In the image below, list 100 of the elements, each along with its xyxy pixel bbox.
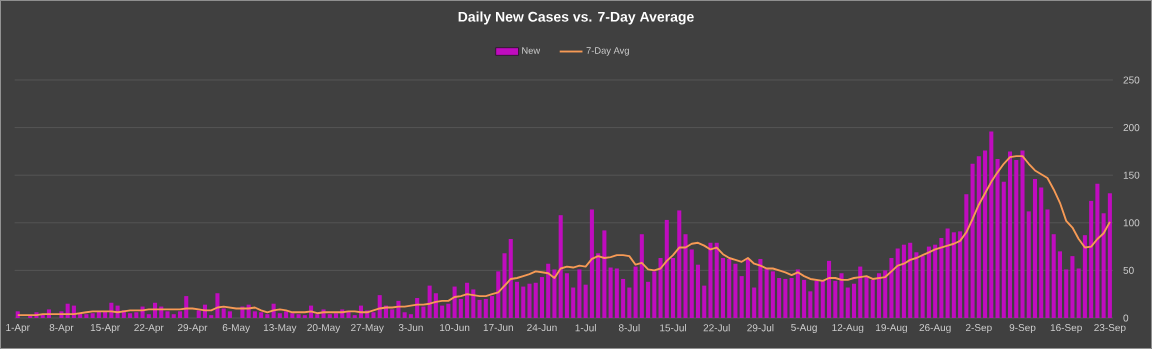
x-tick-label: 29-Jul: [747, 324, 774, 332]
bar: [808, 291, 813, 318]
bar: [546, 263, 551, 318]
bar: [402, 312, 407, 318]
bar: [440, 305, 445, 318]
bar: [533, 282, 538, 318]
bar: [290, 313, 295, 318]
legend-label: 7-Day Avg: [586, 47, 629, 56]
bar: [483, 298, 488, 318]
bar: [939, 238, 944, 318]
bar: [614, 268, 619, 318]
bar: [627, 287, 632, 318]
bar: [215, 293, 220, 318]
bar: [452, 286, 457, 318]
x-tick-label: 1-Apr: [6, 324, 30, 333]
bar: [1001, 181, 1006, 318]
bar: [708, 242, 713, 318]
bar: [683, 234, 688, 318]
bar: [1039, 187, 1044, 318]
bar: [633, 266, 638, 318]
bar: [284, 311, 289, 318]
bar: [433, 293, 438, 318]
chart-title: Daily New Cases vs. 7-Day Average: [458, 11, 694, 25]
bar: [221, 308, 226, 318]
bar: [564, 273, 569, 318]
bar: [1089, 200, 1094, 318]
bar: [652, 271, 657, 318]
bar: [783, 278, 788, 318]
y-tick-label: 0: [1123, 314, 1129, 322]
bar: [171, 314, 176, 318]
bar: [589, 209, 594, 318]
bar: [521, 286, 526, 318]
y-tick-label: 150: [1123, 171, 1140, 179]
bar: [883, 270, 888, 318]
bar: [833, 280, 838, 318]
bar: [508, 238, 513, 318]
bar: [858, 266, 863, 318]
x-tick-label: 5-Aug: [791, 324, 817, 333]
bar: [745, 258, 750, 318]
bar: [720, 258, 725, 318]
bar: [1107, 193, 1112, 318]
bar: [502, 253, 507, 318]
bar: [1045, 209, 1050, 318]
x-tick-label: 27-May: [351, 324, 384, 334]
x-tick-label: 22-Apr: [134, 324, 164, 334]
bar: [677, 210, 682, 318]
bar: [876, 273, 881, 318]
bar: [421, 306, 426, 318]
bar: [827, 260, 832, 318]
bar: [1095, 183, 1100, 318]
bar: [1082, 235, 1087, 318]
bar: [864, 277, 869, 318]
x-tick-label: 15-Apr: [90, 324, 120, 333]
bar: [165, 311, 170, 318]
bar: [527, 283, 532, 318]
bar: [752, 287, 757, 318]
bar: [1051, 234, 1056, 318]
y-tick-label: 100: [1123, 219, 1140, 227]
bar: [296, 314, 301, 318]
bar: [259, 312, 264, 318]
bar: [976, 156, 981, 318]
bar: [646, 281, 651, 318]
bar: [427, 285, 432, 318]
bar: [302, 315, 307, 318]
bar: [639, 234, 644, 318]
bar: [577, 269, 582, 318]
bar: [477, 299, 482, 318]
x-tick-label: 12-Aug: [832, 324, 864, 334]
bar: [327, 314, 332, 318]
bar: [795, 269, 800, 318]
x-tick-label: 16-Sep: [1050, 324, 1082, 334]
bar: [146, 314, 151, 318]
bar: [914, 252, 919, 318]
bar: [945, 228, 950, 318]
bar: [558, 215, 563, 318]
x-tick-label: 20-May: [307, 324, 341, 334]
bar: [390, 309, 395, 318]
bar: [714, 242, 719, 318]
bar: [134, 312, 139, 318]
bar: [901, 244, 906, 318]
bar: [895, 248, 900, 318]
bar: [789, 278, 794, 318]
bar: [227, 311, 232, 318]
bar: [596, 253, 601, 318]
bar: [471, 289, 476, 318]
bar: [552, 269, 557, 318]
bar: [802, 279, 807, 318]
bar: [465, 282, 470, 318]
bar: [1076, 268, 1081, 318]
bar: [839, 273, 844, 318]
bar: [1057, 251, 1062, 318]
bar: [396, 300, 401, 318]
bar: [951, 232, 956, 318]
bar: [702, 285, 707, 318]
bar: [689, 249, 694, 318]
bar: [764, 268, 769, 318]
bar: [184, 296, 189, 318]
bar: [84, 314, 89, 318]
bar: [671, 258, 676, 318]
bar: [1070, 256, 1075, 318]
